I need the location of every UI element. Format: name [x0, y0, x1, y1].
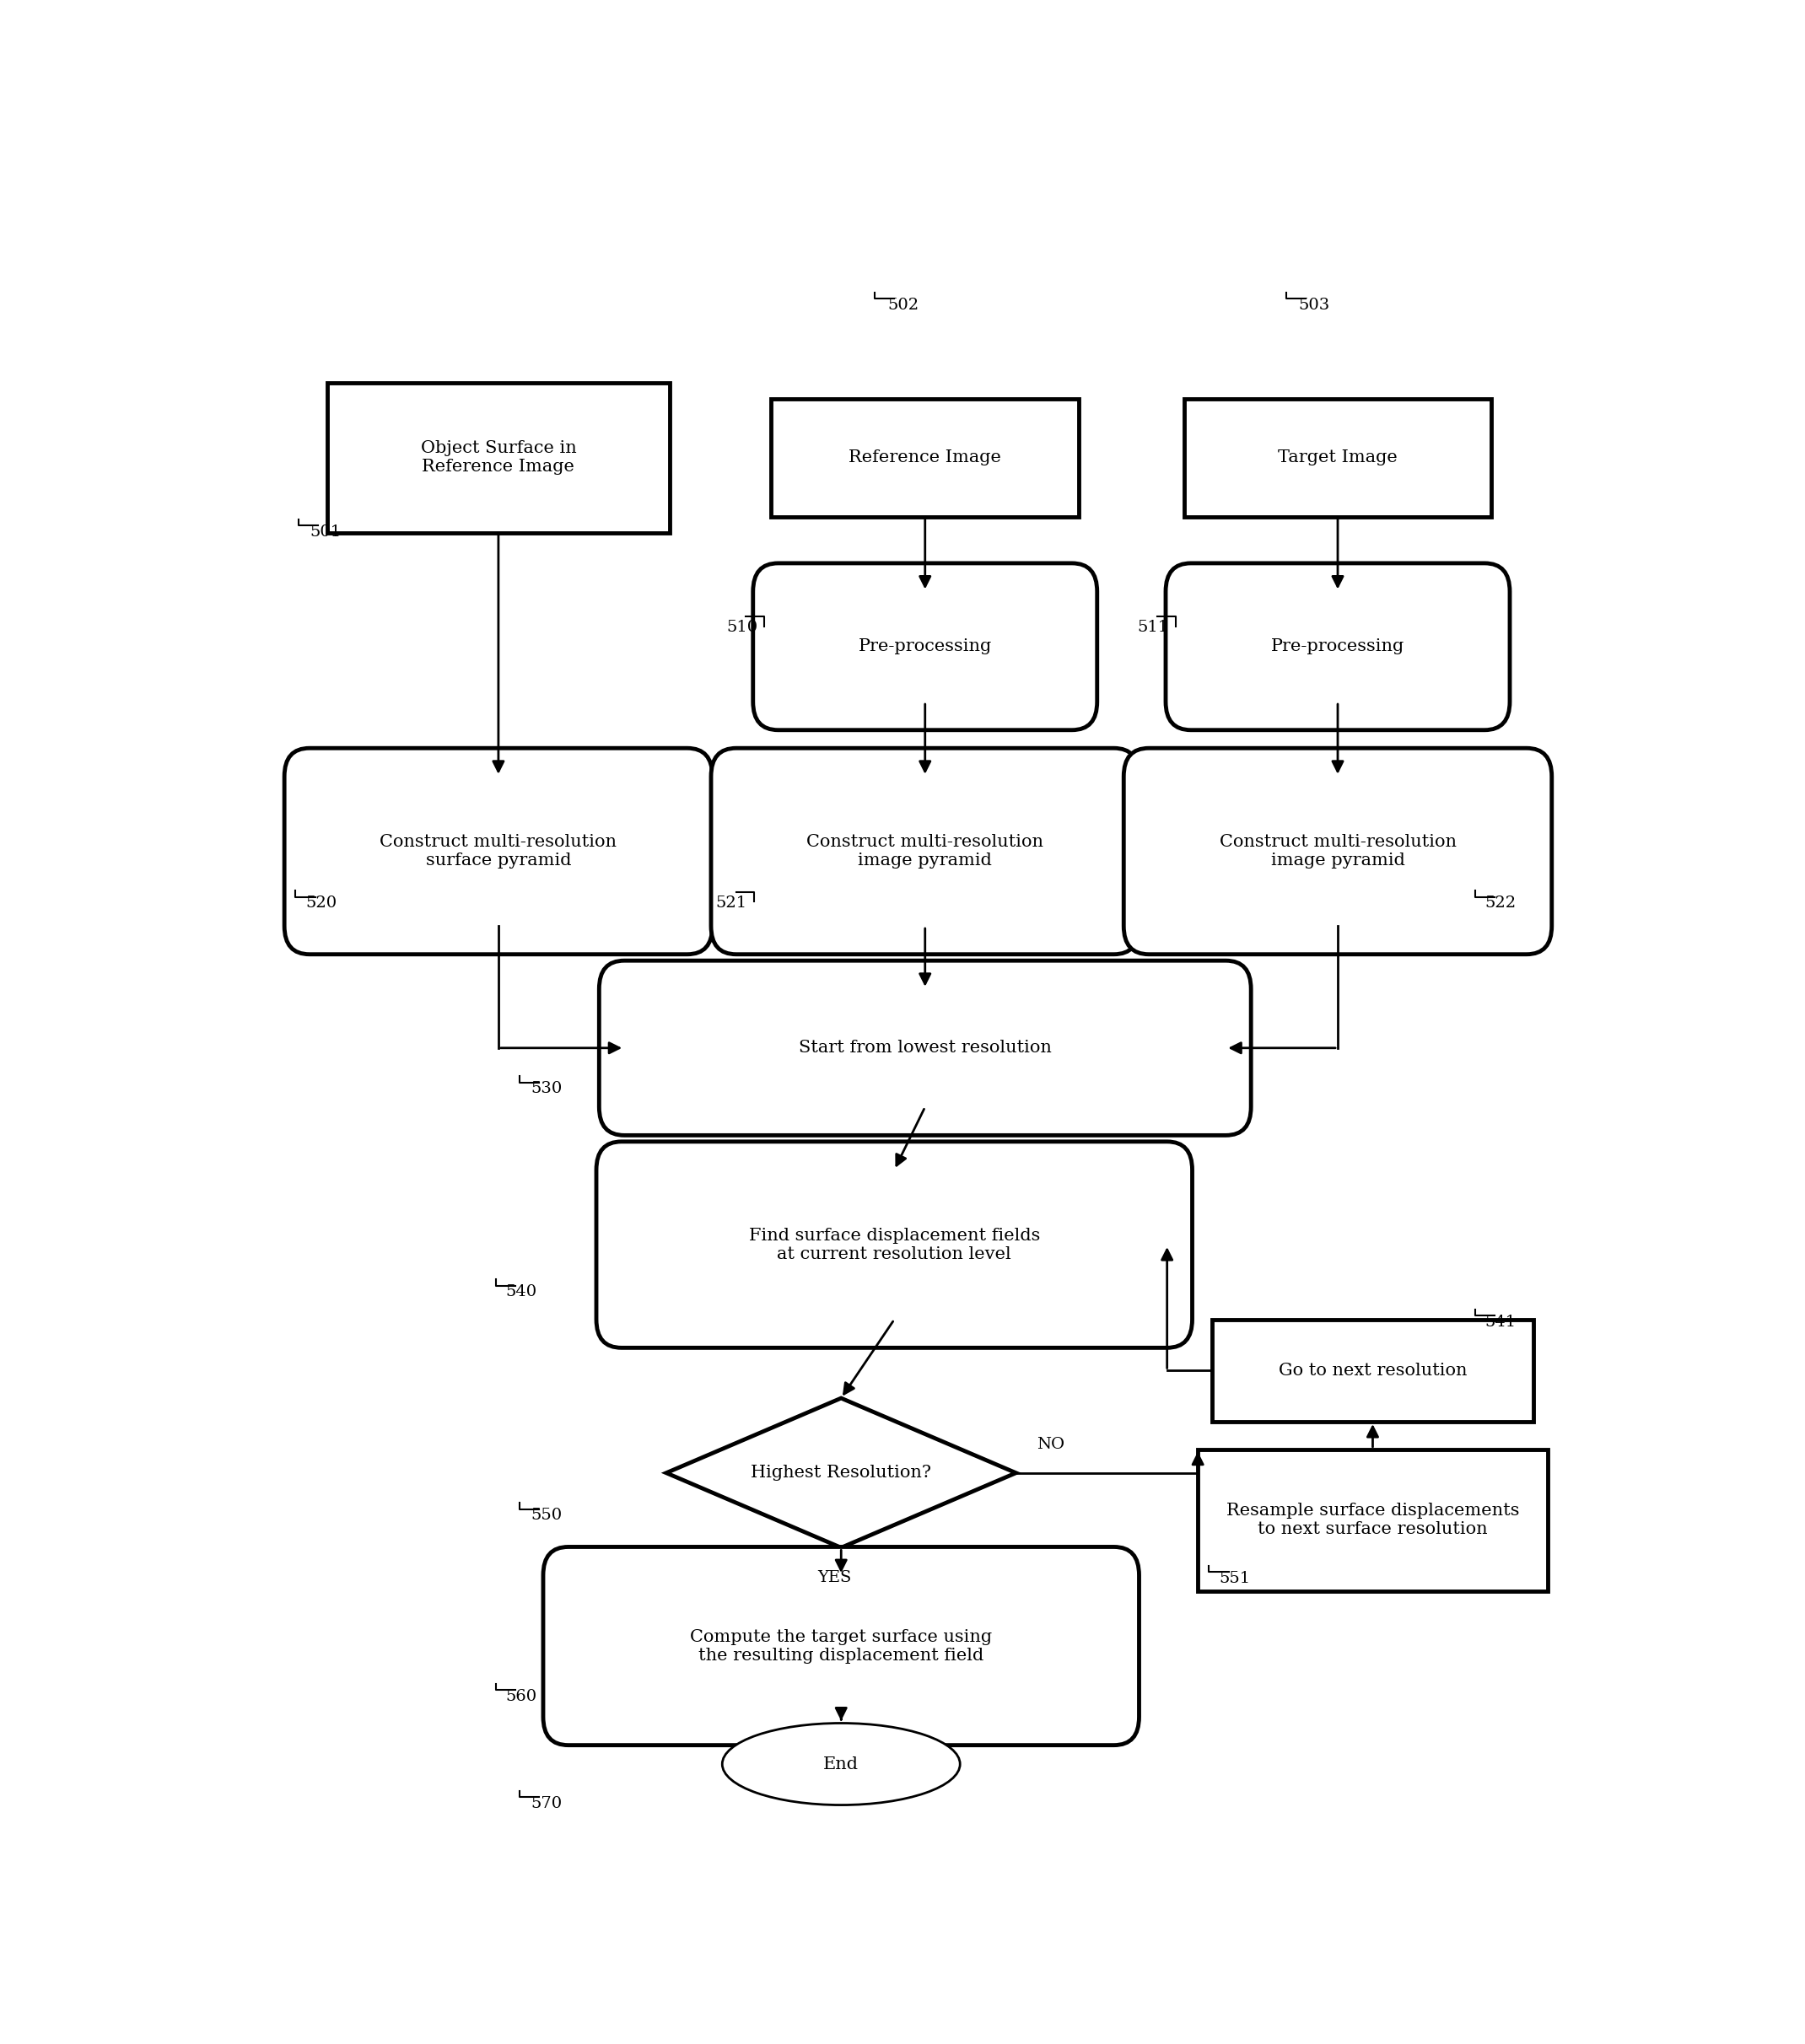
FancyBboxPatch shape [1125, 748, 1552, 955]
Text: 551: 551 [1218, 1570, 1251, 1586]
FancyBboxPatch shape [596, 1143, 1193, 1347]
Text: 530: 530 [531, 1081, 561, 1096]
Text: 560: 560 [505, 1688, 536, 1705]
Text: Reference Image: Reference Image [848, 450, 1002, 466]
FancyBboxPatch shape [1166, 564, 1509, 730]
Text: Object Surface in
Reference Image: Object Surface in Reference Image [421, 439, 576, 474]
Text: Start from lowest resolution: Start from lowest resolution [798, 1040, 1052, 1057]
Text: Construct multi-resolution
image pyramid: Construct multi-resolution image pyramid [1218, 834, 1457, 869]
Text: Resample surface displacements
to next surface resolution: Resample surface displacements to next s… [1226, 1502, 1520, 1537]
Text: 502: 502 [888, 298, 919, 313]
Text: 501: 501 [310, 523, 341, 540]
FancyBboxPatch shape [711, 748, 1139, 955]
Text: 510: 510 [726, 619, 758, 636]
Text: Compute the target surface using
the resulting displacement field: Compute the target surface using the res… [690, 1629, 993, 1664]
Text: NO: NO [1036, 1437, 1065, 1451]
Text: 503: 503 [1298, 298, 1330, 313]
Text: 550: 550 [531, 1508, 561, 1523]
Text: 570: 570 [531, 1797, 561, 1811]
Text: YES: YES [818, 1570, 852, 1586]
Text: Construct multi-resolution
surface pyramid: Construct multi-resolution surface pyram… [379, 834, 617, 869]
FancyBboxPatch shape [771, 399, 1079, 517]
Text: 540: 540 [505, 1284, 536, 1300]
FancyBboxPatch shape [543, 1547, 1139, 1746]
Ellipse shape [722, 1723, 960, 1805]
Text: 522: 522 [1486, 895, 1516, 912]
FancyBboxPatch shape [285, 748, 713, 955]
Text: Go to next resolution: Go to next resolution [1278, 1363, 1467, 1378]
FancyBboxPatch shape [753, 564, 1097, 730]
FancyBboxPatch shape [327, 382, 670, 533]
Text: 520: 520 [305, 895, 338, 912]
Text: End: End [823, 1756, 859, 1772]
Text: Pre-processing: Pre-processing [859, 638, 991, 654]
Text: Find surface displacement fields
at current resolution level: Find surface displacement fields at curr… [749, 1226, 1040, 1261]
Polygon shape [666, 1398, 1016, 1547]
Text: 521: 521 [715, 895, 747, 912]
Text: Construct multi-resolution
image pyramid: Construct multi-resolution image pyramid [807, 834, 1043, 869]
FancyBboxPatch shape [599, 961, 1251, 1134]
Text: 511: 511 [1137, 619, 1170, 636]
FancyBboxPatch shape [1199, 1449, 1547, 1590]
Text: Pre-processing: Pre-processing [1271, 638, 1404, 654]
FancyBboxPatch shape [1184, 399, 1491, 517]
FancyBboxPatch shape [1211, 1320, 1534, 1423]
Text: 541: 541 [1486, 1314, 1516, 1329]
Text: Highest Resolution?: Highest Resolution? [751, 1466, 931, 1482]
Text: Target Image: Target Image [1278, 450, 1397, 466]
